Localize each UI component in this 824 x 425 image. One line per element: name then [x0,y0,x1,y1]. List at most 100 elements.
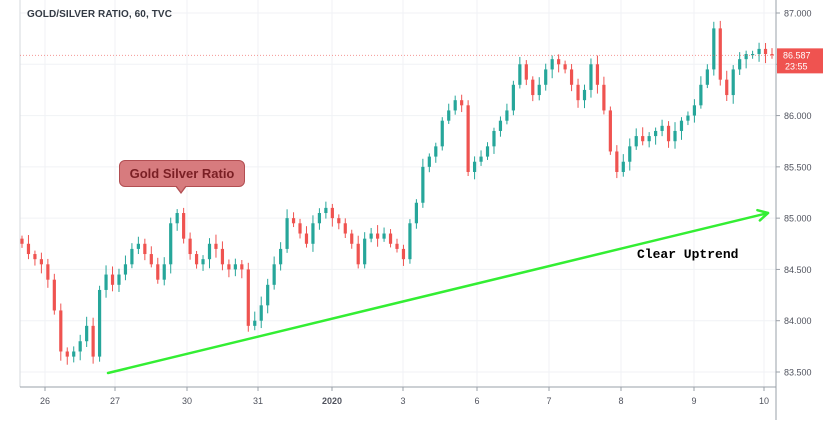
candle-body-23 [169,223,173,265]
plot-background [20,0,776,387]
candle-body-32 [227,264,231,270]
candle-body-0 [20,238,24,244]
candle-body-95 [634,136,638,147]
candle-body-4 [46,264,50,280]
candle-body-54 [369,233,373,239]
candle-body-87 [582,89,587,101]
candle-body-68 [460,100,464,106]
last-price-tag [777,48,823,74]
candle-body-10 [85,325,89,342]
candle-body-37 [259,305,263,321]
candle-body-12 [97,289,102,357]
candle-body-82 [550,59,554,70]
x-tick-label-5: 3 [400,396,405,406]
candle-body-51 [350,233,354,244]
candle-body-46 [317,213,322,224]
candle-body-2 [33,254,37,260]
candle-body-57 [388,233,393,244]
candle-body-96 [641,136,645,142]
candle-body-74 [498,120,503,131]
candle-body-40 [279,248,283,265]
candle-body-30 [214,243,218,249]
candle-body-3 [39,259,43,265]
candle-body-99 [660,125,664,131]
candle-body-77 [518,64,522,85]
candle-body-53 [363,238,367,265]
candle-body-13 [104,274,108,290]
candle-body-24 [175,213,179,224]
x-tick-label-2: 30 [182,396,192,406]
callout-pointer [176,185,186,192]
y-tick-label-7: 83.500 [784,368,812,378]
candle-body-110 [731,69,735,96]
candle-body-31 [220,248,225,265]
candle-body-1 [26,243,31,255]
candle-body-36 [253,320,257,326]
candle-body-33 [233,264,237,270]
x-tick-label-10: 10 [759,396,769,406]
y-tick-label-2: 86.000 [784,111,812,121]
candle-body-25 [182,213,186,239]
x-tick-label-0: 26 [40,396,50,406]
x-tick-label-1: 27 [110,396,120,406]
candle-body-98 [654,130,658,137]
candle-body-89 [595,64,600,85]
candle-body-60 [408,223,412,260]
candle-body-43 [298,223,302,234]
candle-body-81 [544,69,548,85]
candle-body-44 [304,233,309,244]
candle-body-15 [117,274,121,285]
candle-body-84 [563,64,567,70]
gold-silver-ratio-callout: Gold Silver Ratio [119,160,245,187]
candle-body-18 [136,243,140,249]
y-tick-label-0: 87.000 [784,9,812,19]
candle-body-106 [705,69,709,85]
candle-body-16 [123,264,128,275]
candle-body-88 [589,64,593,90]
candle-body-76 [511,84,515,111]
x-tick-label-7: 7 [546,396,551,406]
candle-body-75 [505,110,509,121]
x-tick-label-8: 8 [618,396,623,406]
candle-body-59 [401,248,406,260]
candle-body-35 [246,269,250,326]
candle-body-93 [621,161,625,172]
candle-body-73 [492,130,496,147]
clear-uptrend-label: Clear Uptrend [637,247,739,262]
candle-body-116 [770,54,774,56]
candle-body-47 [324,207,328,214]
candle-body-91 [608,110,612,152]
candle-body-107 [712,28,716,70]
candle-body-39 [272,264,276,285]
candle-body-85 [569,69,574,85]
candle-body-69 [466,105,470,172]
candle-body-28 [201,259,205,265]
candle-body-9 [78,341,82,352]
candle-body-109 [725,79,729,96]
candle-body-100 [666,125,671,142]
candle-body-67 [453,100,457,111]
candle-body-112 [744,54,748,60]
candle-body-62 [421,166,425,203]
candle-body-38 [266,284,270,306]
candle-body-61 [414,202,418,224]
y-tick-label-4: 85.000 [784,214,812,224]
candle-body-92 [615,151,619,172]
candle-body-52 [356,243,360,265]
candle-body-19 [143,243,147,255]
candle-body-66 [447,110,451,121]
candle-body-79 [531,79,535,96]
candle-body-65 [440,120,444,147]
candle-body-55 [376,233,380,239]
candle-body-80 [537,84,541,96]
candle-body-115 [763,48,768,55]
candle-body-8 [72,351,76,357]
candle-body-64 [434,146,438,157]
candle-body-102 [679,120,684,131]
candle-body-14 [110,274,115,285]
candle-body-11 [91,325,95,357]
candle-body-56 [382,233,386,239]
candle-body-7 [65,351,69,357]
